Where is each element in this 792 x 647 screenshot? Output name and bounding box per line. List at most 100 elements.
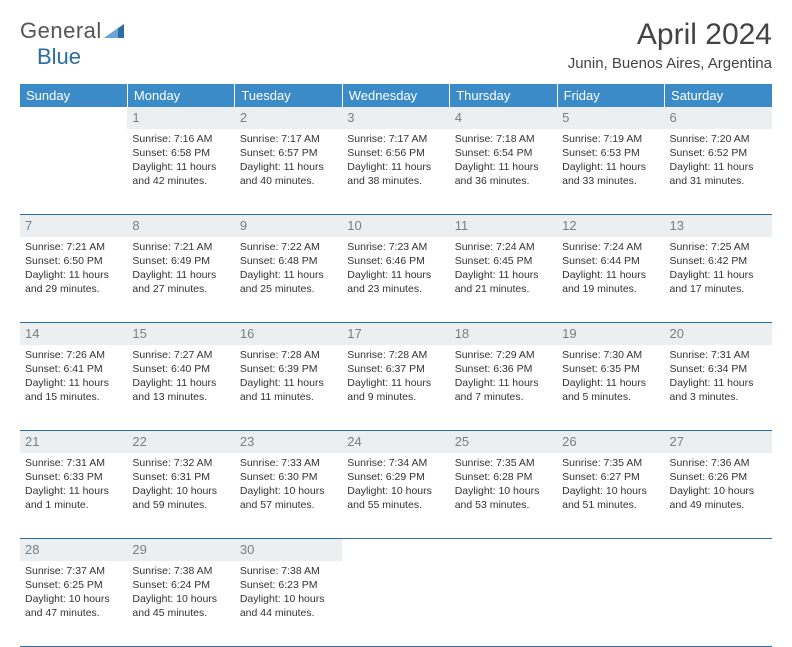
- day2-text: and 3 minutes.: [670, 390, 767, 404]
- sunrise-text: Sunrise: 7:24 AM: [455, 240, 552, 254]
- day2-text: and 38 minutes.: [347, 174, 444, 188]
- day-number: [557, 539, 664, 561]
- sunset-text: Sunset: 6:44 PM: [562, 254, 659, 268]
- sunset-text: Sunset: 6:37 PM: [347, 362, 444, 376]
- day2-text: and 42 minutes.: [132, 174, 229, 188]
- day2-text: and 25 minutes.: [240, 282, 337, 296]
- day1-text: Daylight: 10 hours: [240, 484, 337, 498]
- sunrise-text: Sunrise: 7:37 AM: [25, 564, 122, 578]
- sunset-text: Sunset: 6:27 PM: [562, 470, 659, 484]
- day1-text: Daylight: 10 hours: [455, 484, 552, 498]
- calendar-table: Sunday Monday Tuesday Wednesday Thursday…: [20, 84, 772, 647]
- weekday-header: Tuesday: [235, 84, 342, 107]
- day-cell: Sunrise: 7:24 AMSunset: 6:45 PMDaylight:…: [450, 237, 557, 323]
- day-number: 9: [235, 215, 342, 237]
- sunset-text: Sunset: 6:34 PM: [670, 362, 767, 376]
- day1-text: Daylight: 11 hours: [132, 268, 229, 282]
- day-number-row: 282930: [20, 539, 772, 561]
- day2-text: and 29 minutes.: [25, 282, 122, 296]
- sunset-text: Sunset: 6:46 PM: [347, 254, 444, 268]
- sunrise-text: Sunrise: 7:22 AM: [240, 240, 337, 254]
- sunset-text: Sunset: 6:28 PM: [455, 470, 552, 484]
- brand-part1: General: [20, 18, 102, 44]
- day-number: 23: [235, 431, 342, 453]
- sunset-text: Sunset: 6:49 PM: [132, 254, 229, 268]
- day-content-row: Sunrise: 7:31 AMSunset: 6:33 PMDaylight:…: [20, 453, 772, 539]
- day-cell: Sunrise: 7:25 AMSunset: 6:42 PMDaylight:…: [665, 237, 772, 323]
- day1-text: Daylight: 11 hours: [670, 376, 767, 390]
- day-cell: Sunrise: 7:24 AMSunset: 6:44 PMDaylight:…: [557, 237, 664, 323]
- sunrise-text: Sunrise: 7:16 AM: [132, 132, 229, 146]
- day1-text: Daylight: 11 hours: [347, 160, 444, 174]
- day-number-row: 123456: [20, 107, 772, 129]
- day-number: 20: [665, 323, 772, 345]
- sunset-text: Sunset: 6:45 PM: [455, 254, 552, 268]
- day-number: 15: [127, 323, 234, 345]
- sunrise-text: Sunrise: 7:38 AM: [240, 564, 337, 578]
- day-content-row: Sunrise: 7:21 AMSunset: 6:50 PMDaylight:…: [20, 237, 772, 323]
- day-number: 27: [665, 431, 772, 453]
- day1-text: Daylight: 10 hours: [562, 484, 659, 498]
- day-cell: Sunrise: 7:21 AMSunset: 6:49 PMDaylight:…: [127, 237, 234, 323]
- sunrise-text: Sunrise: 7:35 AM: [455, 456, 552, 470]
- day-number: 16: [235, 323, 342, 345]
- day1-text: Daylight: 11 hours: [562, 268, 659, 282]
- day1-text: Daylight: 10 hours: [25, 592, 122, 606]
- day-number: [665, 539, 772, 561]
- day-cell: [665, 561, 772, 647]
- day-number-row: 21222324252627: [20, 431, 772, 453]
- day2-text: and 31 minutes.: [670, 174, 767, 188]
- day-content-row: Sunrise: 7:16 AMSunset: 6:58 PMDaylight:…: [20, 129, 772, 215]
- day-cell: Sunrise: 7:33 AMSunset: 6:30 PMDaylight:…: [235, 453, 342, 539]
- day2-text: and 55 minutes.: [347, 498, 444, 512]
- sunset-text: Sunset: 6:24 PM: [132, 578, 229, 592]
- sunrise-text: Sunrise: 7:38 AM: [132, 564, 229, 578]
- day1-text: Daylight: 10 hours: [132, 592, 229, 606]
- sunset-text: Sunset: 6:31 PM: [132, 470, 229, 484]
- day-number: 22: [127, 431, 234, 453]
- day-cell: Sunrise: 7:28 AMSunset: 6:39 PMDaylight:…: [235, 345, 342, 431]
- sunset-text: Sunset: 6:39 PM: [240, 362, 337, 376]
- day2-text: and 13 minutes.: [132, 390, 229, 404]
- sunrise-text: Sunrise: 7:36 AM: [670, 456, 767, 470]
- sunrise-text: Sunrise: 7:28 AM: [240, 348, 337, 362]
- day2-text: and 7 minutes.: [455, 390, 552, 404]
- day-number: 29: [127, 539, 234, 561]
- sunrise-text: Sunrise: 7:21 AM: [132, 240, 229, 254]
- day1-text: Daylight: 11 hours: [132, 376, 229, 390]
- day-cell: Sunrise: 7:26 AMSunset: 6:41 PMDaylight:…: [20, 345, 127, 431]
- day1-text: Daylight: 11 hours: [25, 376, 122, 390]
- weekday-header: Sunday: [20, 84, 127, 107]
- day1-text: Daylight: 10 hours: [670, 484, 767, 498]
- sunset-text: Sunset: 6:23 PM: [240, 578, 337, 592]
- sunset-text: Sunset: 6:40 PM: [132, 362, 229, 376]
- day1-text: Daylight: 11 hours: [455, 376, 552, 390]
- sunset-text: Sunset: 6:30 PM: [240, 470, 337, 484]
- day2-text: and 19 minutes.: [562, 282, 659, 296]
- day1-text: Daylight: 11 hours: [562, 376, 659, 390]
- day2-text: and 40 minutes.: [240, 174, 337, 188]
- day-number: 26: [557, 431, 664, 453]
- day2-text: and 44 minutes.: [240, 606, 337, 620]
- sunrise-text: Sunrise: 7:31 AM: [25, 456, 122, 470]
- day-content-row: Sunrise: 7:26 AMSunset: 6:41 PMDaylight:…: [20, 345, 772, 431]
- brand-part2: Blue: [37, 44, 81, 70]
- title-block: April 2024 Junin, Buenos Aires, Argentin…: [568, 18, 772, 72]
- day-number: 24: [342, 431, 449, 453]
- sunrise-text: Sunrise: 7:31 AM: [670, 348, 767, 362]
- sunset-text: Sunset: 6:42 PM: [670, 254, 767, 268]
- day-number: 18: [450, 323, 557, 345]
- sunset-text: Sunset: 6:25 PM: [25, 578, 122, 592]
- sunrise-text: Sunrise: 7:26 AM: [25, 348, 122, 362]
- day1-text: Daylight: 11 hours: [455, 160, 552, 174]
- day-cell: [450, 561, 557, 647]
- weekday-header: Monday: [127, 84, 234, 107]
- day-number: 6: [665, 107, 772, 129]
- sunrise-text: Sunrise: 7:24 AM: [562, 240, 659, 254]
- page-header: General April 2024 Junin, Buenos Aires, …: [20, 18, 772, 72]
- day-cell: Sunrise: 7:38 AMSunset: 6:23 PMDaylight:…: [235, 561, 342, 647]
- location-text: Junin, Buenos Aires, Argentina: [568, 55, 772, 72]
- day-number: 4: [450, 107, 557, 129]
- sunrise-text: Sunrise: 7:17 AM: [240, 132, 337, 146]
- logo-triangle-icon: [104, 18, 124, 44]
